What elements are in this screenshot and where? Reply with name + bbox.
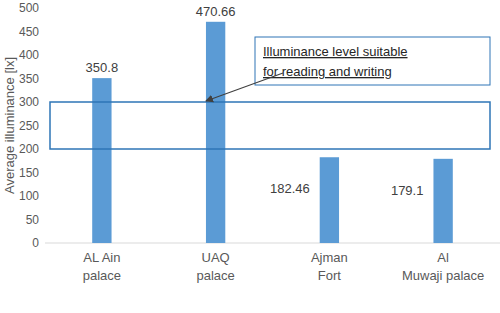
data-label: 470.66 — [196, 4, 236, 19]
y-tick-label: 300 — [19, 95, 39, 109]
y-tick-label: 250 — [19, 119, 39, 133]
bar — [92, 78, 111, 243]
annotation-line: for reading and writing — [263, 64, 392, 79]
data-label: 179.1 — [391, 183, 424, 198]
y-axis-title: Average illuminance [lx] — [2, 57, 17, 194]
x-tick-line: palace — [83, 268, 121, 283]
data-label: 182.46 — [270, 181, 310, 196]
y-tick-label: 100 — [19, 189, 39, 203]
x-tick-label: Al Muwaji palace — [402, 250, 484, 283]
x-tick-label: Ajman Fort — [311, 250, 348, 283]
x-tick-line: palace — [196, 268, 234, 283]
x-tick-line: Ajman — [311, 250, 348, 265]
annotation-box — [255, 37, 490, 85]
bar — [206, 22, 225, 243]
x-tick-line: AL Ain — [83, 250, 120, 265]
x-tick-line: Muwaji palace — [402, 268, 484, 283]
bars — [92, 22, 453, 243]
y-tick-label: 500 — [19, 1, 39, 15]
annotation-line: Illuminance level suitable — [263, 44, 408, 59]
chart: 0 50 100 150 200 250 300 350 400 450 500 Average il… — [0, 0, 500, 313]
data-label: 350.8 — [86, 60, 119, 75]
y-tick-label: 400 — [19, 48, 39, 62]
annotation-arrow — [206, 73, 283, 101]
annotation-text: Illuminance level suitable for reading an… — [263, 44, 408, 79]
x-axis-line — [45, 243, 500, 244]
y-tick-label: 350 — [19, 72, 39, 86]
bar — [320, 157, 339, 243]
bar — [433, 159, 452, 243]
y-tick-label: 200 — [19, 142, 39, 156]
y-tick-label: 0 — [32, 236, 39, 250]
y-tick-label: 150 — [19, 166, 39, 180]
x-tick-label: UAQ palace — [196, 250, 234, 283]
x-tick-line: Fort — [318, 268, 342, 283]
x-tick-line: UAQ — [202, 250, 230, 265]
x-tick-line: Al — [437, 250, 449, 265]
y-tick-label: 50 — [26, 213, 40, 227]
annotation-band — [50, 102, 490, 149]
y-tick-label: 450 — [19, 25, 39, 39]
x-tick-label: AL Ain palace — [83, 250, 121, 283]
